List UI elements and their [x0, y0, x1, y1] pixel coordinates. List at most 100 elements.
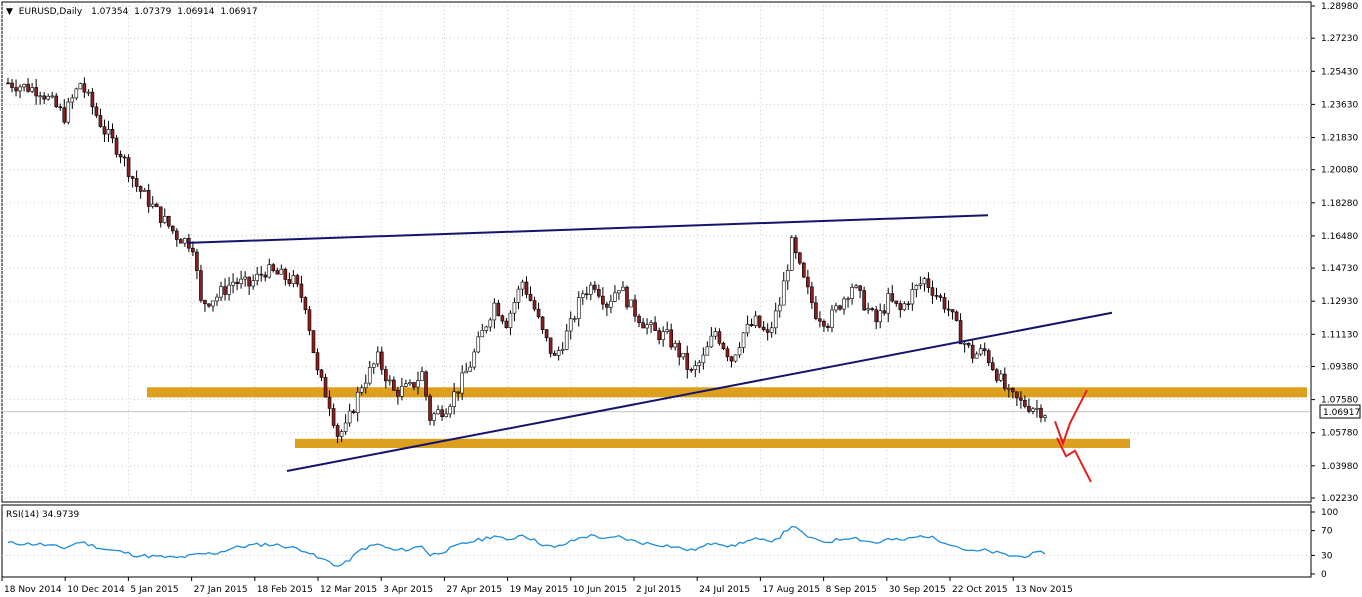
bull-candle	[452, 391, 456, 407]
bear-candle	[259, 273, 264, 276]
bear-candle	[1019, 397, 1023, 401]
low-value: 1.06914	[177, 7, 214, 17]
bull-candle	[560, 349, 565, 351]
x-tick-label: 18 Nov 2014	[4, 585, 62, 595]
bear-candle	[806, 276, 810, 288]
bear-candle	[384, 369, 388, 382]
bear-candle	[114, 137, 119, 155]
bear-candle	[584, 293, 589, 296]
bear-candle	[311, 330, 316, 353]
bear-candle	[1015, 391, 1019, 399]
bear-candle	[207, 303, 211, 307]
bear-candle	[122, 156, 127, 159]
bear-candle	[94, 106, 99, 116]
bear-candle	[802, 262, 806, 278]
bull-candle	[50, 95, 55, 98]
y-tick-label: 1.05780	[1321, 429, 1358, 439]
bear-candle	[299, 283, 304, 298]
bear-candle	[130, 176, 135, 179]
bull-candle	[432, 413, 436, 421]
bull-candle	[789, 237, 794, 271]
bear-candle	[657, 330, 661, 340]
bear-candle	[392, 379, 396, 391]
bull-candle	[367, 367, 372, 384]
bear-candle	[677, 343, 682, 358]
bear-candle	[287, 279, 292, 284]
bull-candle	[46, 95, 50, 100]
bear-candle	[82, 83, 87, 93]
x-tick-label: 5 Jan 2015	[130, 585, 178, 595]
bull-candle	[866, 308, 870, 311]
y-tick-label: 1.27230	[1321, 34, 1358, 44]
resistance-zone	[147, 387, 1307, 398]
forecast-up-path	[1054, 389, 1088, 447]
y-tick-label: 1.14730	[1321, 264, 1358, 274]
bull-candle	[472, 351, 477, 368]
bear-candle	[725, 348, 730, 358]
y-tick-label: 1.16480	[1321, 232, 1358, 242]
bull-candle	[448, 406, 452, 415]
open-value: 1.07354	[91, 7, 128, 17]
x-tick-label: 8 Sep 2015	[826, 585, 877, 595]
bear-candle	[757, 315, 762, 328]
bear-candle	[633, 299, 637, 317]
bull-candle	[902, 303, 907, 311]
bull-candle	[733, 354, 738, 362]
symbol-label: EURUSD,Daily	[19, 7, 83, 17]
bear-candle	[761, 326, 766, 331]
bull-candle	[520, 281, 525, 290]
bull-candle	[359, 387, 364, 393]
bull-candle	[476, 336, 481, 353]
bear-candle	[315, 352, 320, 371]
support-zone	[295, 438, 1130, 448]
bear-candle	[814, 302, 818, 320]
bull-candle	[516, 288, 521, 303]
bear-candle	[765, 329, 770, 333]
bull-candle	[1035, 407, 1039, 410]
bull-candle	[830, 309, 834, 328]
bull-candle	[998, 373, 1003, 381]
bear-candle	[1003, 373, 1007, 389]
rsi-tick-label: 100	[1321, 508, 1338, 518]
bull-candle	[484, 326, 489, 331]
bear-candle	[990, 362, 995, 371]
bull-candle	[701, 354, 706, 364]
bear-candle	[323, 377, 328, 398]
bull-candle	[162, 216, 167, 223]
current-price-tag: 1.06917	[1323, 408, 1360, 418]
bull-candle	[737, 347, 742, 356]
bear-candle	[906, 303, 911, 306]
bull-candle	[38, 95, 42, 98]
x-tick-label: 12 Mar 2015	[320, 585, 377, 595]
bear-candle	[235, 281, 239, 284]
bear-candle	[637, 315, 641, 323]
bull-candle	[371, 363, 376, 368]
bear-candle	[930, 287, 935, 296]
x-tick-label: 19 May 2015	[510, 585, 569, 595]
bull-candle	[621, 286, 625, 291]
bull-candle	[713, 331, 718, 337]
bear-candle	[890, 293, 895, 302]
bear-candle	[858, 285, 862, 291]
bear-candle	[223, 286, 227, 295]
y-tick-label: 1.28980	[1321, 2, 1358, 12]
bear-candle	[199, 270, 203, 301]
bear-candle	[412, 382, 416, 388]
bull-candle	[681, 353, 686, 358]
bull-candle	[697, 362, 702, 366]
bear-candle	[1023, 399, 1027, 407]
bull-candle	[1031, 408, 1035, 412]
x-tick-label: 13 Nov 2015	[1015, 585, 1073, 595]
bull-candle	[18, 86, 22, 92]
bear-candle	[191, 247, 195, 253]
bear-candle	[331, 408, 336, 426]
bear-candle	[874, 309, 878, 323]
bull-candle	[910, 289, 915, 305]
bull-candle	[436, 409, 440, 415]
bull-candle	[70, 97, 75, 103]
bear-candle	[926, 278, 931, 288]
x-tick-label: 3 Apr 2015	[383, 585, 433, 595]
current-price-box	[1319, 404, 1361, 419]
bear-candle	[396, 389, 400, 397]
